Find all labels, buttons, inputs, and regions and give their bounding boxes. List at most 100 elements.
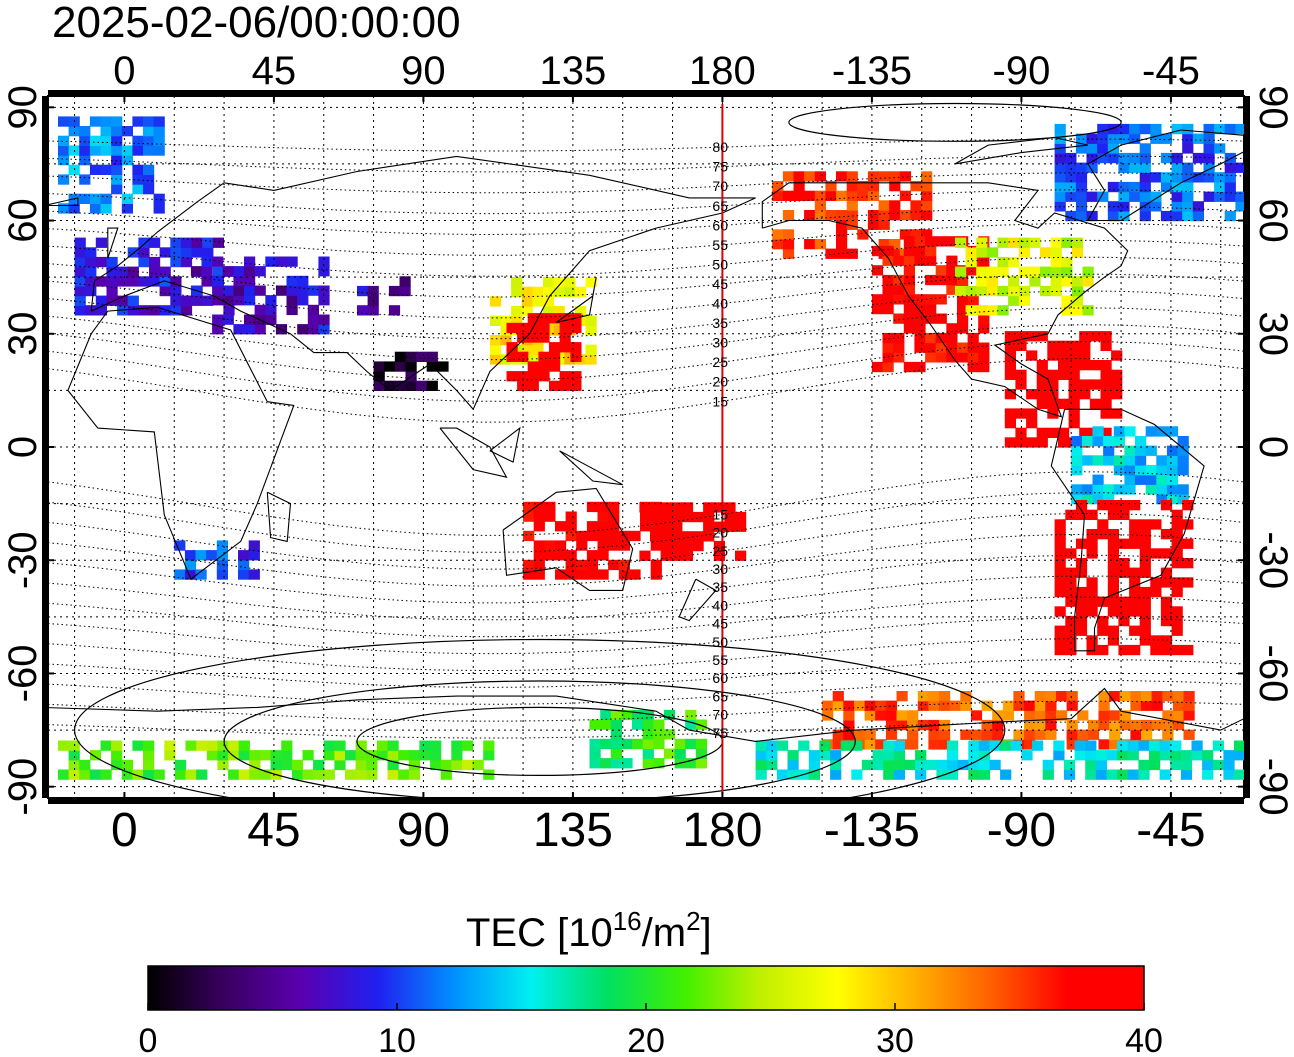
tec-cell bbox=[935, 352, 947, 363]
tec-cell bbox=[967, 352, 979, 363]
tec-cell bbox=[882, 361, 894, 373]
tec-cell bbox=[532, 296, 544, 307]
tec-cell bbox=[543, 277, 555, 288]
tec-cell bbox=[836, 171, 848, 182]
tec-cell bbox=[576, 530, 588, 542]
tec-cell bbox=[1054, 644, 1066, 656]
tec-cell bbox=[893, 294, 905, 305]
tec-cell bbox=[574, 286, 587, 297]
tec-cell bbox=[1075, 143, 1088, 154]
tec-cell bbox=[621, 738, 633, 750]
tec-cell bbox=[275, 256, 288, 267]
tec-cell bbox=[1092, 474, 1104, 485]
tec-cell bbox=[398, 750, 410, 761]
tec-cell bbox=[1054, 191, 1066, 202]
tec-cell bbox=[903, 313, 915, 324]
tec-cell bbox=[1004, 360, 1016, 371]
tec-cell bbox=[58, 155, 70, 166]
coastline bbox=[266, 491, 292, 543]
tec-cell bbox=[233, 275, 245, 287]
tec-cell bbox=[1182, 644, 1194, 656]
tec-cell bbox=[1074, 740, 1086, 751]
tec-cell bbox=[223, 305, 235, 316]
magnetic-latitude-label: 80 bbox=[712, 139, 728, 155]
magnetic-latitude-label: 20 bbox=[712, 374, 728, 390]
tec-cell bbox=[957, 342, 969, 353]
tec-cell bbox=[1054, 606, 1066, 617]
tec-cell bbox=[376, 740, 389, 751]
tec-cell bbox=[1160, 548, 1173, 559]
lat-label-left: -60 bbox=[1, 645, 45, 703]
tec-cell bbox=[506, 322, 518, 334]
tec-cell bbox=[608, 540, 620, 551]
tec-cell bbox=[143, 174, 155, 185]
magnetic-latitude-contour bbox=[48, 223, 1244, 256]
tec-cell bbox=[1117, 740, 1129, 751]
magnetic-latitude-contour bbox=[48, 341, 1244, 402]
tec-cell bbox=[1097, 519, 1109, 530]
tec-cell bbox=[345, 750, 357, 761]
tec-cell bbox=[883, 759, 895, 771]
tec-cell bbox=[893, 740, 905, 751]
tec-cell bbox=[1109, 691, 1121, 702]
tec-cell bbox=[1151, 700, 1163, 711]
tec-cell bbox=[939, 700, 951, 711]
tec-cell bbox=[249, 750, 261, 761]
tec-cell bbox=[506, 342, 518, 353]
tec-cell bbox=[297, 324, 309, 335]
tec-cell bbox=[1054, 152, 1066, 164]
tec-cell bbox=[1162, 719, 1174, 731]
tec-cell bbox=[703, 531, 715, 542]
tec-cell bbox=[95, 305, 107, 316]
tec-cell bbox=[1139, 635, 1151, 646]
tec-cell bbox=[822, 700, 834, 711]
tec-cell bbox=[1054, 577, 1066, 588]
tec-cell bbox=[946, 274, 958, 286]
tec-cell bbox=[440, 759, 452, 771]
tec-cell bbox=[1107, 606, 1119, 617]
coastline bbox=[555, 277, 597, 324]
tec-cell bbox=[570, 371, 582, 382]
tec-cell bbox=[58, 116, 70, 127]
tec-cell bbox=[1224, 181, 1236, 193]
tec-cell bbox=[597, 501, 609, 513]
tec-cell bbox=[846, 219, 858, 230]
tec-cell bbox=[212, 266, 224, 277]
tec-cell bbox=[903, 361, 915, 373]
tec-cell bbox=[523, 530, 535, 542]
tec-cell bbox=[1061, 305, 1073, 316]
tec-cell bbox=[1127, 740, 1139, 751]
tec-cell bbox=[713, 521, 725, 532]
tec-cell bbox=[1139, 181, 1151, 193]
tec-cell bbox=[1156, 465, 1168, 476]
tec-cell bbox=[1075, 558, 1088, 569]
tec-cell bbox=[642, 729, 654, 740]
magnetic-latitude-label: 45 bbox=[712, 276, 728, 292]
tec-cell bbox=[804, 210, 816, 221]
tec-cell bbox=[153, 126, 165, 137]
tec-cell bbox=[132, 769, 144, 780]
tec-cell bbox=[132, 116, 144, 127]
tec-cell bbox=[1171, 625, 1183, 636]
tec-cell bbox=[1068, 398, 1080, 409]
tec-cell bbox=[1095, 750, 1107, 761]
tec-cell bbox=[196, 769, 208, 780]
tec-cell bbox=[814, 210, 826, 221]
tec-cell bbox=[89, 145, 102, 156]
tec-cell bbox=[946, 236, 958, 247]
tec-cell bbox=[1065, 172, 1077, 183]
tec-cell bbox=[1100, 369, 1112, 380]
tec-cell bbox=[1129, 162, 1141, 173]
tec-cell bbox=[597, 540, 609, 551]
tec-cell bbox=[1170, 759, 1182, 771]
tec-cell bbox=[164, 740, 176, 751]
tec-cell bbox=[249, 759, 261, 771]
tec-cell bbox=[907, 710, 919, 721]
tec-cell bbox=[642, 719, 654, 730]
tec-cell bbox=[836, 210, 848, 221]
tec-cell bbox=[610, 748, 622, 759]
tec-cell bbox=[511, 315, 523, 326]
tec-cell bbox=[946, 255, 958, 266]
tec-cell bbox=[570, 322, 582, 334]
magnetic-latitude-label: 40 bbox=[712, 597, 728, 613]
